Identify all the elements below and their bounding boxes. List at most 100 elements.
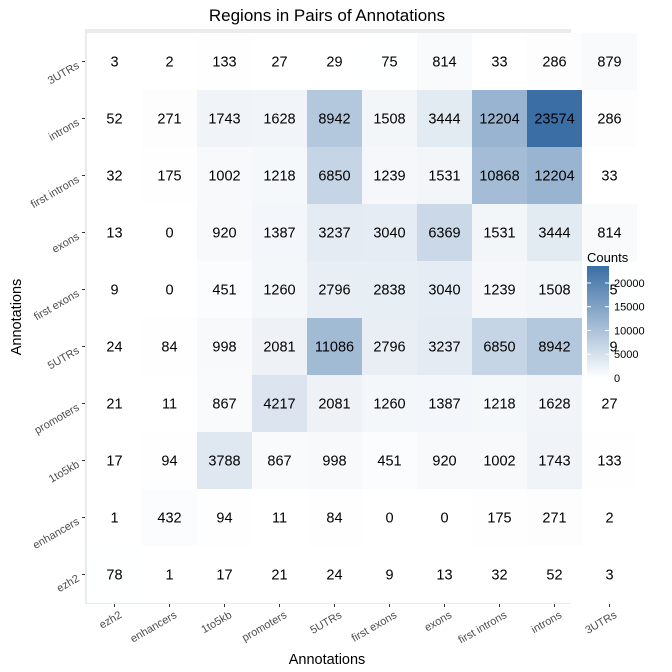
heatmap-cell [307, 90, 362, 147]
heatmap-cell [417, 546, 472, 603]
heatmap-cell [307, 33, 362, 90]
heatmap-cell [197, 318, 252, 375]
cell-value-label: 0 [385, 511, 393, 527]
cell-value-label: 23574 [534, 112, 574, 128]
x-tick-label: first introns [456, 609, 509, 647]
heatmap-cell [582, 147, 637, 204]
cell-value-label: 17 [216, 568, 232, 584]
heatmap-cell [527, 261, 582, 318]
cell-value-label: 4217 [263, 397, 295, 413]
cell-value-label: 451 [377, 454, 401, 470]
cell-value-label: 94 [216, 511, 232, 527]
heatmap-cell [197, 204, 252, 261]
cell-value-label: 52 [546, 568, 562, 584]
heatmap-cell [87, 147, 142, 204]
x-tick-label: 5UTRs [308, 609, 344, 637]
cell-value-label: 94 [161, 454, 177, 470]
cell-value-label: 286 [542, 55, 566, 71]
heatmap-cell [87, 90, 142, 147]
heatmap-cell [142, 489, 197, 546]
cell-value-label: 271 [157, 112, 181, 128]
cell-value-label: 1508 [373, 112, 405, 128]
cell-value-label: 1 [110, 511, 118, 527]
cell-value-label: 33 [491, 55, 507, 71]
heatmap-cell [472, 261, 527, 318]
cell-value-label: 33 [601, 169, 617, 185]
heatmap-cell [527, 204, 582, 261]
cell-value-label: 0 [165, 283, 173, 299]
heatmap-cell [197, 33, 252, 90]
heatmap-cell [142, 318, 197, 375]
heatmap-cell [87, 33, 142, 90]
cell-value-label: 867 [267, 454, 291, 470]
heatmap-cell [582, 33, 637, 90]
x-tick-label: promoters [240, 609, 289, 644]
cell-value-label: 27 [601, 397, 617, 413]
cell-value-label: 867 [212, 397, 236, 413]
legend-tick-label: 20000 [614, 278, 645, 290]
heatmap-cell [582, 546, 637, 603]
cell-value-label: 12204 [479, 112, 519, 128]
cell-value-label: 21 [271, 568, 287, 584]
heatmap-cell [582, 90, 637, 147]
cell-value-label: 11 [162, 397, 177, 413]
cell-value-label: 21 [106, 397, 122, 413]
heatmap-cell [417, 432, 472, 489]
cell-value-label: 32 [491, 568, 507, 584]
cell-value-label: 1531 [428, 169, 460, 185]
cell-value-label: 271 [542, 511, 566, 527]
heatmap-cell [582, 432, 637, 489]
heatmap-cell [197, 546, 252, 603]
heatmap-cell [307, 375, 362, 432]
cell-value-label: 1 [165, 568, 173, 584]
cell-value-label: 133 [212, 55, 236, 71]
heatmap-cell [417, 204, 472, 261]
y-tick-label: enhancers [31, 515, 82, 551]
y-tick-label: 5UTRs [46, 344, 82, 372]
cell-value-label: 13 [436, 568, 452, 584]
y-tick-label: introns [47, 116, 82, 143]
cell-value-label: 24 [326, 568, 342, 584]
heatmap-cell [472, 318, 527, 375]
cell-value-label: 2838 [373, 283, 405, 299]
cell-value-label: 32 [106, 169, 122, 185]
heatmap-cell [417, 147, 472, 204]
heatmap-cell [142, 33, 197, 90]
heatmap-cell [417, 318, 472, 375]
cell-value-label: 9 [110, 283, 118, 299]
heatmap-cell [252, 90, 307, 147]
heatmap-cell [417, 489, 472, 546]
heatmap-cell [252, 204, 307, 261]
cell-value-label: 1387 [428, 397, 460, 413]
cell-value-label: 3444 [538, 226, 570, 242]
heatmap-cell [472, 489, 527, 546]
cell-value-label: 12204 [534, 169, 574, 185]
cell-value-label: 1239 [483, 283, 515, 299]
cell-value-label: 84 [161, 340, 177, 356]
cell-value-label: 3040 [428, 283, 460, 299]
y-tick-label: first introns [29, 173, 82, 211]
cell-value-label: 2081 [318, 397, 350, 413]
cell-value-label: 175 [487, 511, 511, 527]
heatmap-cell [87, 546, 142, 603]
heatmap-cell [472, 147, 527, 204]
heatmap-cell-labels: 78 1 17 21 24 9 13 32 52 31 432 94 11 84 0 0 175 271 217 94… [106, 55, 621, 584]
cell-value-label: 451 [212, 283, 236, 299]
heatmap-cell [527, 147, 582, 204]
heatmap-cell [582, 375, 637, 432]
heatmap-cell [307, 546, 362, 603]
heatmap-cell [527, 90, 582, 147]
cell-value-label: 814 [597, 226, 621, 242]
cell-value-label: 84 [326, 511, 342, 527]
cell-value-label: 3237 [318, 226, 350, 242]
heatmap-cell [417, 33, 472, 90]
y-tick-label: 1to5kb [47, 459, 82, 486]
cell-value-label: 998 [322, 454, 346, 470]
heatmap-cell [527, 546, 582, 603]
heatmap-cell [362, 489, 417, 546]
y-tick-label: exons [50, 230, 82, 255]
cell-value-label: 8942 [538, 340, 570, 356]
x-tick-label: ezh2 [97, 609, 124, 631]
heatmap-cell [527, 33, 582, 90]
heatmap-cell [527, 375, 582, 432]
